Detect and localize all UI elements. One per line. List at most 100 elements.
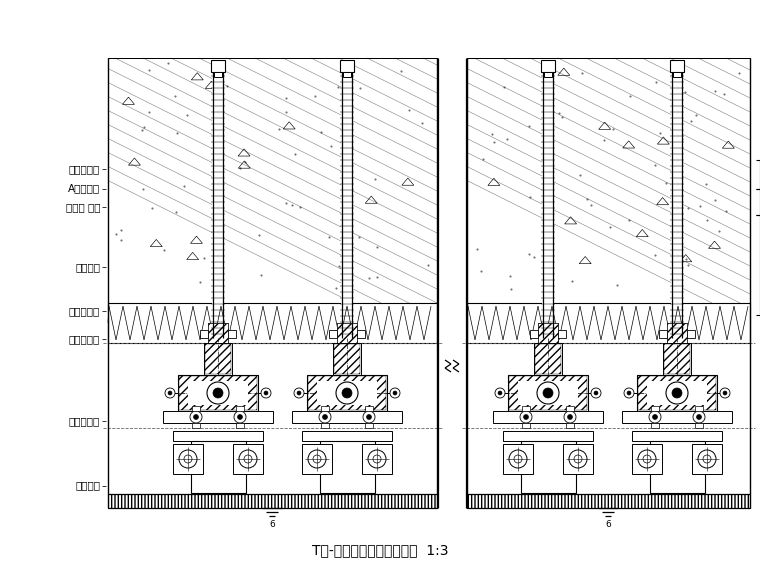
Bar [566, 423, 574, 428]
Bar [530, 330, 538, 338]
Circle shape [190, 411, 202, 423]
Circle shape [363, 411, 375, 423]
Bar [365, 406, 373, 411]
Circle shape [672, 388, 682, 398]
Bar [337, 323, 357, 345]
Bar [317, 381, 377, 405]
Text: A型锄固件: A型锄固件 [68, 183, 100, 194]
Bar [362, 444, 392, 474]
Bar [173, 431, 263, 441]
Circle shape [591, 388, 601, 398]
Bar [188, 381, 248, 405]
Circle shape [520, 411, 532, 423]
Bar [664, 344, 690, 374]
Bar [637, 375, 717, 411]
Bar [566, 406, 574, 411]
Circle shape [165, 388, 175, 398]
Bar [329, 330, 337, 338]
Bar [671, 60, 683, 338]
Bar [365, 423, 373, 428]
Bar [343, 72, 351, 77]
Text: 光学锄栓: 光学锄栓 [75, 481, 100, 491]
Bar [108, 303, 437, 343]
Circle shape [308, 450, 326, 468]
Circle shape [168, 391, 172, 395]
Bar [192, 406, 200, 411]
Bar [651, 406, 659, 411]
Bar [292, 411, 402, 423]
Circle shape [393, 391, 397, 395]
Text: 保温岩棉板: 保温岩棉板 [68, 416, 100, 427]
Bar [208, 323, 228, 345]
Circle shape [693, 411, 705, 423]
Circle shape [643, 455, 651, 463]
Circle shape [194, 415, 198, 420]
Circle shape [509, 450, 527, 468]
Circle shape [244, 455, 252, 463]
Circle shape [569, 450, 587, 468]
Bar [337, 323, 357, 345]
Bar [632, 431, 722, 441]
Bar [236, 406, 244, 411]
Circle shape [184, 455, 192, 463]
Bar [632, 444, 662, 474]
Bar [233, 444, 263, 474]
Bar [333, 343, 361, 375]
Bar [108, 343, 437, 508]
Bar [108, 494, 437, 508]
Circle shape [297, 391, 301, 395]
Bar [638, 376, 716, 410]
Circle shape [264, 391, 268, 395]
Circle shape [207, 382, 229, 404]
Circle shape [703, 455, 711, 463]
Circle shape [261, 388, 271, 398]
Bar [493, 411, 603, 423]
Bar [173, 444, 203, 474]
Bar [302, 431, 392, 441]
Circle shape [524, 415, 528, 420]
Bar [204, 343, 232, 375]
Bar [212, 60, 224, 338]
Circle shape [342, 388, 352, 398]
Bar [357, 330, 365, 338]
Bar [503, 431, 593, 441]
Bar [321, 423, 329, 428]
Bar [200, 330, 208, 338]
Circle shape [373, 455, 381, 463]
Circle shape [368, 450, 386, 468]
Circle shape [594, 391, 598, 395]
Bar [650, 441, 705, 493]
Circle shape [234, 411, 246, 423]
Bar [467, 303, 750, 343]
Bar [320, 441, 375, 493]
Bar [558, 330, 566, 338]
Text: 不锈钉 挟件: 不锈钉 挟件 [65, 202, 100, 212]
Circle shape [696, 415, 701, 420]
Bar [509, 376, 587, 410]
Bar [535, 344, 561, 374]
Circle shape [366, 415, 372, 420]
Circle shape [627, 391, 631, 395]
Text: 陶瓷薄墙板: 陶瓷薄墙板 [68, 164, 100, 174]
Bar [211, 60, 225, 72]
Circle shape [653, 415, 657, 420]
Bar [302, 444, 332, 474]
Bar [214, 72, 222, 77]
Bar [522, 423, 530, 428]
Circle shape [564, 411, 576, 423]
Circle shape [638, 450, 656, 468]
Bar [695, 423, 703, 428]
Circle shape [495, 388, 505, 398]
Circle shape [543, 388, 553, 398]
Circle shape [514, 455, 522, 463]
Circle shape [239, 450, 257, 468]
Bar [308, 376, 386, 410]
Circle shape [313, 455, 321, 463]
Bar [341, 60, 353, 338]
Circle shape [213, 388, 223, 398]
Bar [522, 406, 530, 411]
Bar [692, 444, 722, 474]
Text: 6: 6 [269, 520, 275, 529]
Circle shape [336, 382, 358, 404]
Bar [670, 60, 684, 72]
